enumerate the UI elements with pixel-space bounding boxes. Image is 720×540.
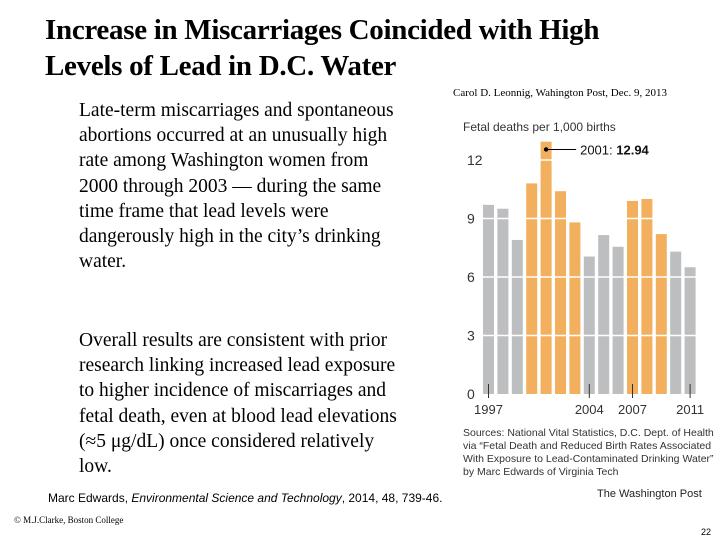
bar-2009 [655, 234, 667, 394]
y-tick-label-0: 0 [467, 386, 475, 402]
bar-2006 [612, 246, 624, 394]
x-tick-label-2011: 2011 [676, 402, 704, 417]
annotation-year: 2001: [580, 142, 616, 157]
x-tick-label-2004: 2004 [575, 402, 604, 417]
bar-2003 [569, 222, 581, 394]
chart-title: Fetal deaths per 1,000 births [463, 120, 616, 134]
bar-2005 [598, 235, 610, 394]
bar-2008 [641, 199, 653, 394]
washington-post-credit: The Washington Post [597, 488, 702, 500]
slide-title-line1: Increase in Miscarriages Coincided with … [45, 14, 600, 46]
bar-2001 [540, 141, 552, 394]
x-tick-label-1997: 1997 [474, 402, 503, 417]
annotation-label: 2001: 12.94 [580, 142, 649, 157]
bar-1997 [483, 204, 494, 394]
bar-2000 [526, 183, 538, 394]
bar-2010 [670, 251, 682, 394]
y-tick-label-6: 6 [467, 269, 475, 285]
y-tick-label-3: 3 [467, 328, 475, 344]
bar-2002 [555, 191, 566, 394]
chart-sources: Sources: National Vital Statistics, D.C.… [463, 427, 714, 478]
citation-journal: Environmental Science and Technology [131, 491, 342, 505]
paragraph-miscarriages: Late-term miscarriages and spontaneous a… [79, 100, 394, 273]
annotation-value: 12.94 [616, 142, 649, 157]
slide-title-line2: Levels of Lead in D.C. Water [45, 50, 397, 82]
paragraph-results: Overall results are consistent with prio… [79, 330, 397, 478]
bar-2011 [684, 267, 696, 394]
bar-2007 [627, 200, 638, 394]
annotation-dot [543, 147, 549, 152]
y-tick-label-9: 9 [467, 211, 475, 227]
slide-title: Increase in Miscarriages Coincided with … [45, 12, 715, 84]
byline: Carol D. Leonnig, Wahington Post, Dec. 9… [453, 87, 668, 99]
citation: Marc Edwards, Environmental Science and … [48, 491, 442, 505]
citation-details: , 2014, 48, 739-46. [341, 491, 443, 505]
bar-1998 [497, 208, 509, 394]
citation-author: Marc Edwards, [48, 491, 132, 505]
bar-2004 [583, 256, 595, 394]
bar-1999 [511, 239, 523, 394]
y-tick-label-12: 12 [467, 152, 483, 168]
x-tick-label-2007: 2007 [618, 402, 647, 417]
copyright: © M.J.Clarke, Boston College [14, 515, 124, 525]
page-number: 22 [701, 527, 712, 537]
